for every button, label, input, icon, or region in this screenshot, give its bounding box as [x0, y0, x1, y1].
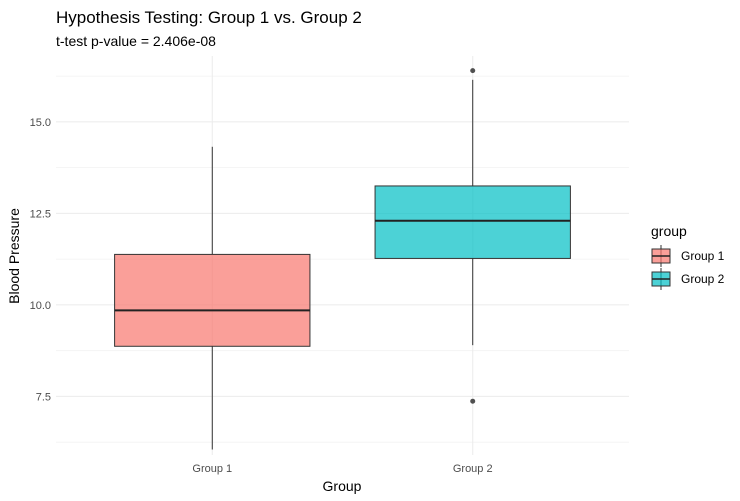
legend-title: group	[651, 223, 687, 239]
x-axis-title: Group	[323, 478, 362, 494]
x-tick-label: Group 2	[453, 463, 493, 475]
legend: group Group 1 Group 2	[651, 223, 725, 290]
outlier-point	[470, 68, 476, 74]
legend-label: Group 2	[681, 272, 725, 286]
box-group-1	[114, 146, 311, 450]
y-tick-label: 7.5	[36, 391, 51, 403]
chart-subtitle: t-test p-value = 2.406e-08	[56, 33, 216, 49]
boxes	[114, 68, 571, 450]
legend-key-group-1	[651, 245, 671, 267]
outlier-point	[470, 398, 476, 404]
x-axis-ticks: Group 1 Group 2	[192, 463, 492, 475]
x-tick-label: Group 1	[192, 463, 232, 475]
box-body	[114, 253, 311, 347]
box-group-2	[374, 68, 571, 404]
y-axis-title: Blood Pressure	[6, 208, 22, 304]
chart-title: Hypothesis Testing: Group 1 vs. Group 2	[56, 8, 362, 27]
y-tick-label: 12.5	[30, 208, 51, 220]
box-body	[374, 185, 571, 259]
legend-key-group-2	[651, 268, 671, 290]
legend-label: Group 1	[681, 249, 725, 263]
y-axis-ticks: 7.5 10.0 12.5 15.0	[30, 117, 51, 404]
y-tick-label: 10.0	[30, 300, 51, 312]
y-tick-label: 15.0	[30, 117, 51, 129]
